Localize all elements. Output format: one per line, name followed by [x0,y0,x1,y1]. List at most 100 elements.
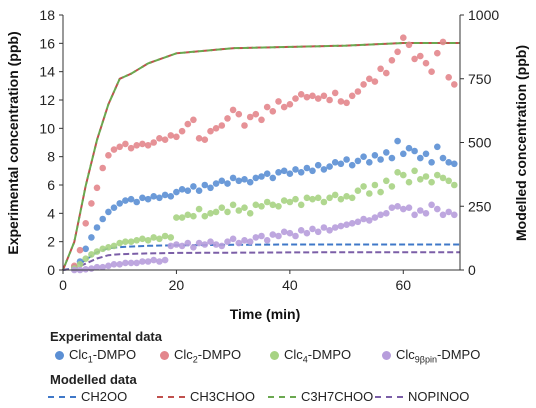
data-point [269,108,277,115]
data-point [394,203,401,210]
data-point [320,92,328,100]
data-point [388,183,396,190]
data-point [76,246,84,254]
data-point [383,210,390,217]
data-point [156,194,163,202]
data-point [377,188,384,196]
experimental-series-1 [71,137,458,271]
data-point [229,235,237,243]
data-point [212,208,220,216]
data-point [343,221,350,228]
data-point [269,201,277,209]
data-point [190,212,197,220]
data-point [275,169,282,176]
data-point [212,180,220,187]
data-point [229,201,237,209]
data-point [400,34,407,41]
data-point [241,204,248,211]
data-point [280,103,288,111]
legend-label: CH2OO [81,389,128,404]
data-point [235,207,243,214]
data-point [388,204,396,211]
data-point [383,177,390,185]
data-point [320,224,328,231]
data-point [417,207,424,214]
data-point [445,208,453,216]
data-point [394,137,401,145]
data-point [422,150,430,158]
data-point [320,166,328,173]
x-tick-label: 40 [282,277,298,293]
data-point [99,164,106,172]
legend-item-modelled-ch3choo: CH3CHOO [157,389,255,404]
x-tick-label: 0 [59,277,67,293]
data-point [439,211,447,219]
data-point [218,204,226,211]
y-right-tick-label: 1000 [468,7,499,23]
data-point [224,180,231,187]
data-point [451,211,458,219]
data-point [156,135,163,142]
data-point [360,183,367,190]
data-point [88,265,95,272]
data-point [173,241,180,248]
data-point [366,159,373,166]
data-point [354,157,362,165]
data-point [258,203,265,210]
x-tick-label: 60 [395,277,411,293]
legend-marker [382,351,391,361]
data-point [422,59,430,67]
data-point [314,95,322,102]
data-point [303,93,311,101]
data-point [139,140,146,148]
data-point [377,156,384,163]
data-point [388,154,396,162]
legend: Experimental data Clc1-DMPO Clc2-DMPO Clc4… [0,326,536,408]
data-point [229,106,237,114]
data-point [195,187,203,194]
data-point [388,57,396,64]
data-point [99,263,106,271]
data-point [110,204,118,211]
experimental-series-3 [71,167,458,272]
data-point [303,194,311,202]
data-point [337,222,345,230]
data-point [377,65,384,73]
y-left-tick-label: 10 [39,120,55,136]
data-point [331,89,339,97]
data-point [156,235,163,243]
data-point [422,173,430,180]
modelled-line-c3h7choo [62,42,460,271]
data-point [82,266,89,273]
data-point [178,127,186,135]
data-point [184,211,192,219]
x-axis-title: Time (min) [230,306,301,322]
data-point [263,237,271,244]
data-point [207,210,214,217]
y-left-tick-label: 16 [39,35,55,51]
y-right-tick-label: 0 [468,262,476,278]
data-point [371,152,379,159]
data-point [122,197,129,204]
data-point [258,173,265,180]
data-point [434,205,441,213]
data-point [292,166,299,173]
legend-label: NOPINOO [408,389,470,404]
y-axis-right-title: Modelled concentration (ppb) [513,45,529,241]
data-point [178,214,186,221]
legend-marker [270,351,279,361]
legend-marker [375,395,403,398]
data-point [201,136,209,143]
data-point [411,147,418,155]
data-point [110,242,118,250]
y-left-tick-label: 0 [47,262,55,278]
data-point [144,195,152,203]
data-point [348,92,356,100]
data-point [246,178,254,186]
data-point [195,239,203,247]
data-point [292,195,299,203]
y-left-tick-label: 18 [39,7,55,23]
data-point [428,201,435,209]
chart-axes: 0 2 4 6 8 10 12 14 16 18 0 250 500 750 1000 0 20 40 60 [39,7,499,293]
data-point [173,214,180,221]
